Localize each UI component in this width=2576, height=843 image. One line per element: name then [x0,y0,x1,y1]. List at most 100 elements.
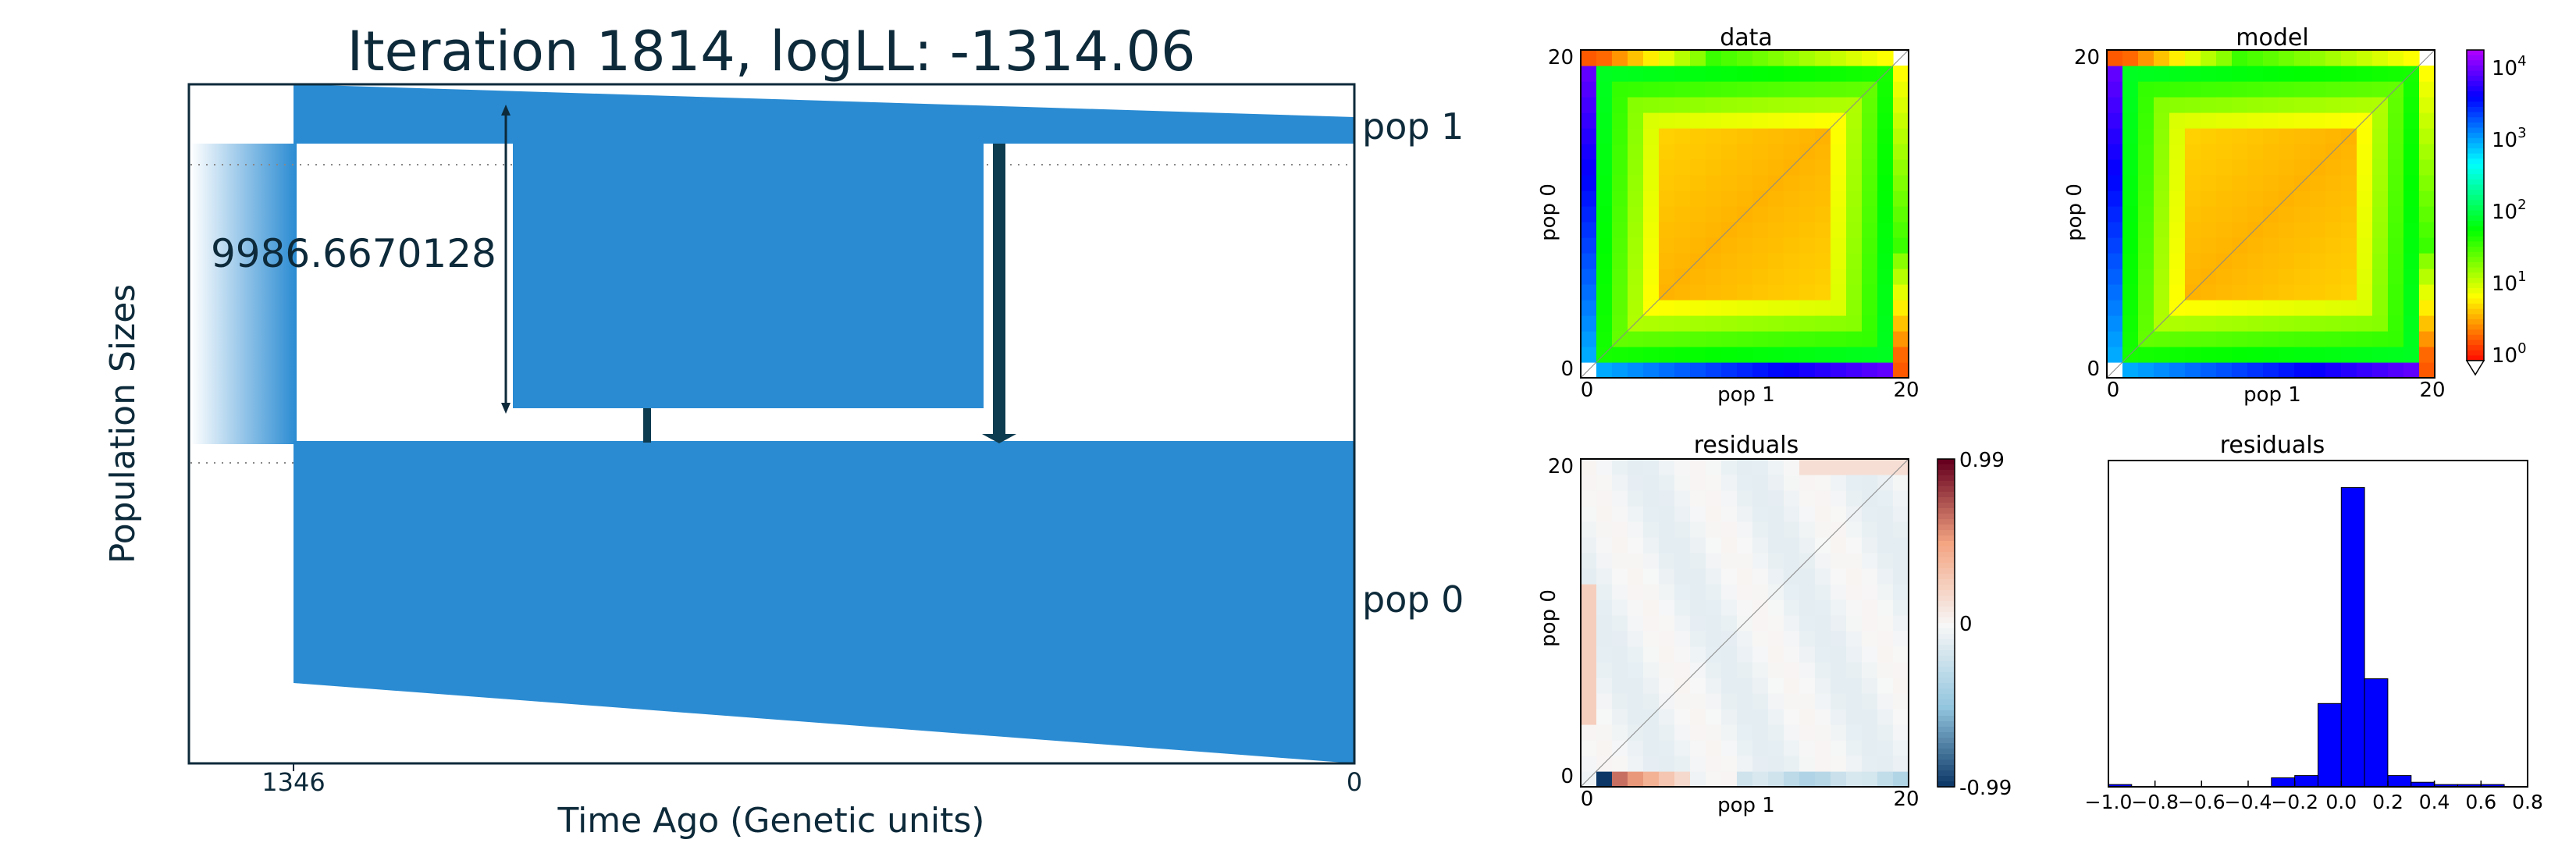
heatmap-cell [2154,300,2170,316]
heatmap-cell [2310,128,2326,144]
heatmap-cell [1893,756,1909,772]
heatmap-cell [1612,315,1628,332]
heatmap-cell [1799,584,1816,600]
heatmap-cell [1706,631,1722,647]
heatmap-cell [2357,50,2373,66]
heatmap-cell [2107,222,2123,238]
heatmap-cell [1674,222,1691,238]
heatmap-cell [1768,66,1784,82]
heatmap-cell [1737,144,1753,160]
heatmap-cell [1768,693,1784,710]
heatmap-cell [1815,206,1831,222]
heatmap-frame [1580,49,1909,379]
heatmap-cell [1815,112,1831,129]
heatmap-cell [2247,112,2264,129]
heatmap-cell [2372,253,2389,269]
histogram-tick-label: −0.4 [2225,791,2272,813]
heatmap-cell [1846,662,1863,678]
heatmap-cell [1721,615,1738,631]
heatmap-cell [1581,662,1597,678]
heatmap-cell [1721,662,1738,678]
heatmap-cell [1893,284,1909,301]
heatmap-cell [2310,362,2326,379]
heatmap-cell [1737,112,1753,129]
heatmap-cell [1737,97,1753,113]
heatmap-cell [2310,253,2326,269]
colorbar-segment [2467,91,2484,98]
colorbar-segment [1937,563,1955,569]
heatmap-cell [1784,459,1800,475]
colorbar-segment [2467,231,2484,237]
heatmap-cell [1581,347,1597,363]
heatmap-cell [1596,506,1613,522]
heatmap-cell [1862,222,1878,238]
colorbar-segment [1937,481,1955,487]
heatmap-cell [1784,112,1800,129]
heatmap-cell [2201,81,2217,98]
heatmap-cell [1659,584,1675,600]
heatmap-cell [2138,362,2154,379]
colorbar-tick-1e0: 100 [2492,340,2527,368]
heatmap-cell [2247,269,2264,285]
heatmap-cell [1581,300,1597,316]
heatmap-cell [1846,81,1863,98]
heatmap-cell [1846,128,1863,144]
heatmap-cell [2138,97,2154,113]
heatmap-cell [2263,128,2279,144]
heatmap-cell [1799,521,1816,538]
heatmap-cell [1799,724,1816,741]
heatmap-cell [1799,300,1816,316]
heatmap-cell [1596,97,1613,113]
heatmap-cell [1877,709,1894,725]
heatmap-cell [2388,253,2404,269]
heatmap-cell [2310,315,2326,332]
heatmap-cell [2419,66,2435,82]
size-arrow-bottom [501,403,511,414]
heatmap-cell [1831,315,1847,332]
heatmap-cell [1643,553,1660,569]
heatmap-cell [1628,631,1644,647]
heatmap-cell [1846,584,1863,600]
colorbar-segment [1937,497,1955,503]
heatmap-cell [1612,568,1628,585]
heatmap-cell [1752,144,1769,160]
heatmap-cell [1752,537,1769,553]
colorbar-segment [1937,503,1955,509]
heatmap-cell [1768,553,1784,569]
heatmap-cell [1659,615,1675,631]
histogram-frame [2108,460,2528,788]
heatmap-cell [1893,66,1909,82]
heatmap-cell [2122,66,2139,82]
heatmap-cell [1737,521,1753,538]
heatmap-cell [2279,237,2295,254]
heatmap-cell [1659,662,1675,678]
heatmap-cell [1752,568,1769,585]
heatmap-cell [1643,459,1660,475]
heatmap-cell [1799,331,1816,347]
heatmap-cell [2107,112,2123,129]
colorbar-segment [2467,267,2484,274]
heatmap-cell [1690,475,1706,491]
heatmap-cell [2263,253,2279,269]
heatmap-cell [1752,112,1769,129]
heatmap-cell [1877,553,1894,569]
heatmap-cell [1596,190,1613,207]
heatmap-cell [1737,331,1753,347]
heatmap-cell [1706,269,1722,285]
heatmap-cell [1596,315,1613,332]
heatmap-cell [2294,206,2311,222]
heatmap-cell [2232,269,2248,285]
colorbar-segment [2467,345,2484,351]
heatmap-cell [2185,269,2201,285]
heatmap-cell [1831,300,1847,316]
heatmap-cell [1721,553,1738,569]
heatmap-diagonal [1580,458,1909,788]
heatmap-cell [1721,771,1738,788]
heatmap-cell [1877,678,1894,694]
heatmap-cell [1752,631,1769,647]
heatmap-cell [1831,475,1847,491]
heatmap-cell [1893,568,1909,585]
heatmap-cell [2263,269,2279,285]
heatmap-cell [2310,112,2326,129]
heatmap-cell [1862,599,1878,616]
